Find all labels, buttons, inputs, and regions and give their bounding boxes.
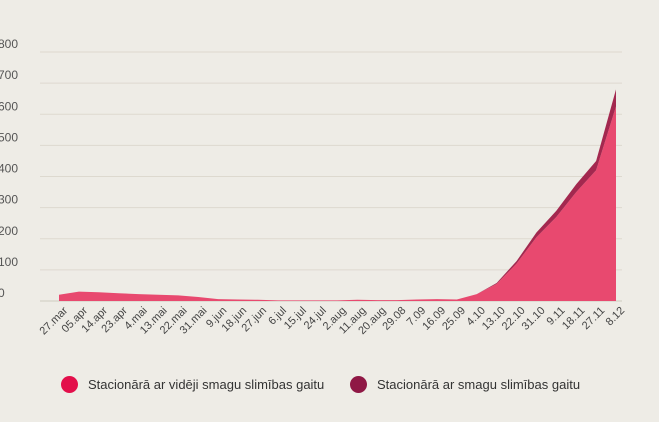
legend-dot-severe <box>350 376 367 393</box>
y-tick-label: 700 <box>0 68 18 82</box>
series-areas <box>59 89 616 301</box>
y-tick-label: 500 <box>0 130 18 144</box>
legend-label-severe: Stacionārā ar smagu slimības gaitu <box>377 377 581 392</box>
legend: Stacionārā ar vidēji smagu slimības gait… <box>0 376 659 400</box>
y-tick-label: 200 <box>0 224 18 238</box>
y-tick-label: 800 <box>0 37 18 51</box>
y-tick-label: 0 <box>0 286 5 300</box>
x-tick-label: 27.11 <box>580 305 607 332</box>
x-tick-label: 25.09 <box>440 305 468 333</box>
y-tick-label: 400 <box>0 162 18 176</box>
x-tick-label: 29.08 <box>380 305 408 333</box>
y-tick-label: 300 <box>0 193 18 207</box>
legend-item-moderate[interactable]: Stacionārā ar vidēji smagu slimības gait… <box>61 376 324 393</box>
legend-label-moderate: Stacionārā ar vidēji smagu slimības gait… <box>88 377 325 392</box>
y-tick-label: 600 <box>0 99 18 113</box>
y-tick-label: 100 <box>0 255 18 269</box>
grid <box>40 51 622 302</box>
series-area-0 <box>59 106 616 301</box>
y-axis-ticks: 0 100 200 300 400 500 600 700 800 <box>0 37 18 300</box>
legend-dot-moderate <box>61 376 78 393</box>
legend-item-severe[interactable]: Stacionārā ar smagu slimības gaitu <box>350 376 580 393</box>
x-tick-label: 31.10 <box>520 305 548 333</box>
x-tick-label: 8.12 <box>604 305 628 329</box>
x-axis-ticks: 27.mar05.apr14.apr23.apr4.mai13.mai22.ma… <box>38 305 628 338</box>
